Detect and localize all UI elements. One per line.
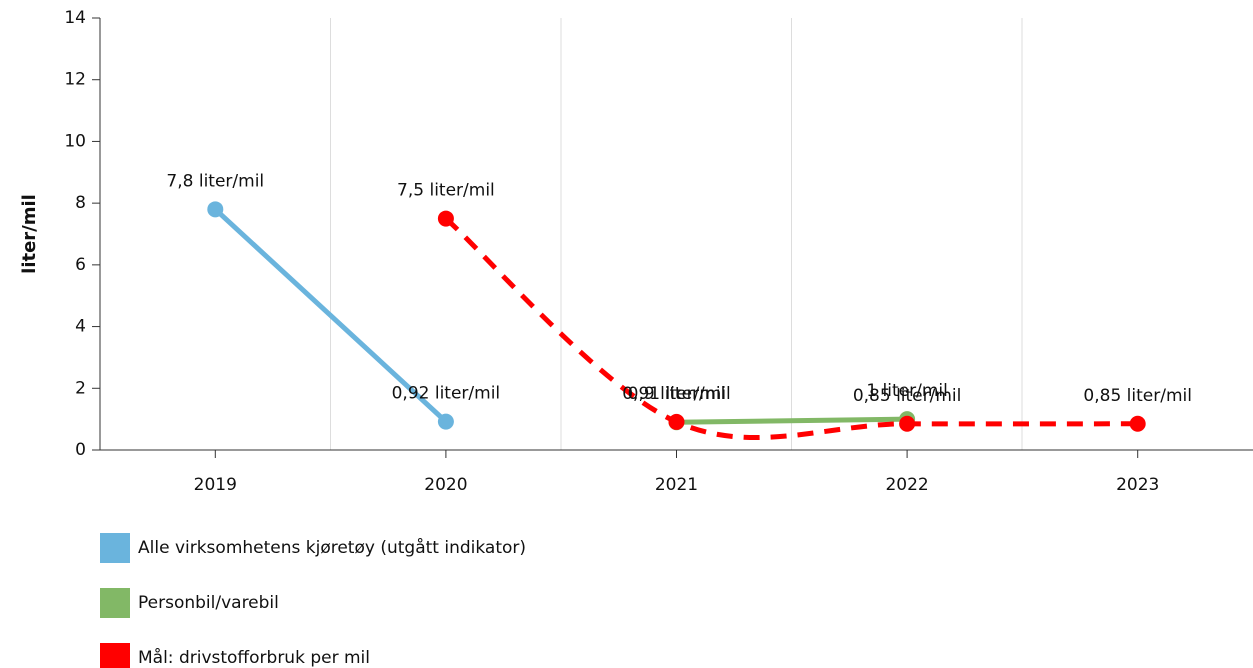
x-tick-label: 2021 (655, 475, 698, 495)
legend-label: Personbil/varebil (138, 593, 279, 613)
data-label: 7,8 liter/mil (166, 171, 264, 191)
y-tick-label: 12 (64, 70, 86, 90)
y-tick-label: 2 (75, 378, 86, 398)
y-tick-label: 10 (64, 131, 86, 151)
legend-swatch (100, 533, 130, 563)
data-label: 0,85 liter/mil (1083, 386, 1192, 406)
y-axis-title: liter/mil (19, 194, 40, 274)
point (1129, 415, 1146, 432)
data-label: 0,91 liter/mil (622, 384, 731, 404)
y-tick-label: 0 (75, 440, 86, 460)
point (899, 415, 916, 432)
series-line (444, 216, 1138, 440)
y-tick-label: 8 (75, 193, 86, 213)
data-label: 1 liter/mil (866, 381, 948, 401)
data-label: 0,85 liter/mil (853, 386, 962, 406)
y-tick-label: 14 (64, 8, 86, 28)
x-tick-label: 2023 (1116, 475, 1159, 495)
x-tick-label: 2020 (424, 475, 467, 495)
legend-swatch (100, 643, 130, 668)
series-line (676, 416, 908, 425)
x-tick-label: 2019 (194, 475, 237, 495)
y-tick-label: 4 (75, 317, 86, 337)
legend-swatch (100, 588, 130, 618)
point (437, 413, 454, 430)
point (207, 201, 224, 218)
x-tick-label: 2022 (885, 475, 928, 495)
legend-label: Mål: drivstofforbruk per mil (138, 647, 370, 668)
data-label: 0,92 liter/mil (392, 384, 501, 404)
series-line (213, 207, 448, 424)
data-label: 7,5 liter/mil (397, 181, 495, 201)
point (437, 210, 454, 227)
data-label: 0,9 liter/mil (628, 384, 726, 404)
legend-label: Alle virksomhetens kjøretøy (utgått indi… (138, 537, 526, 558)
point (668, 413, 685, 430)
y-tick-label: 6 (75, 255, 86, 275)
